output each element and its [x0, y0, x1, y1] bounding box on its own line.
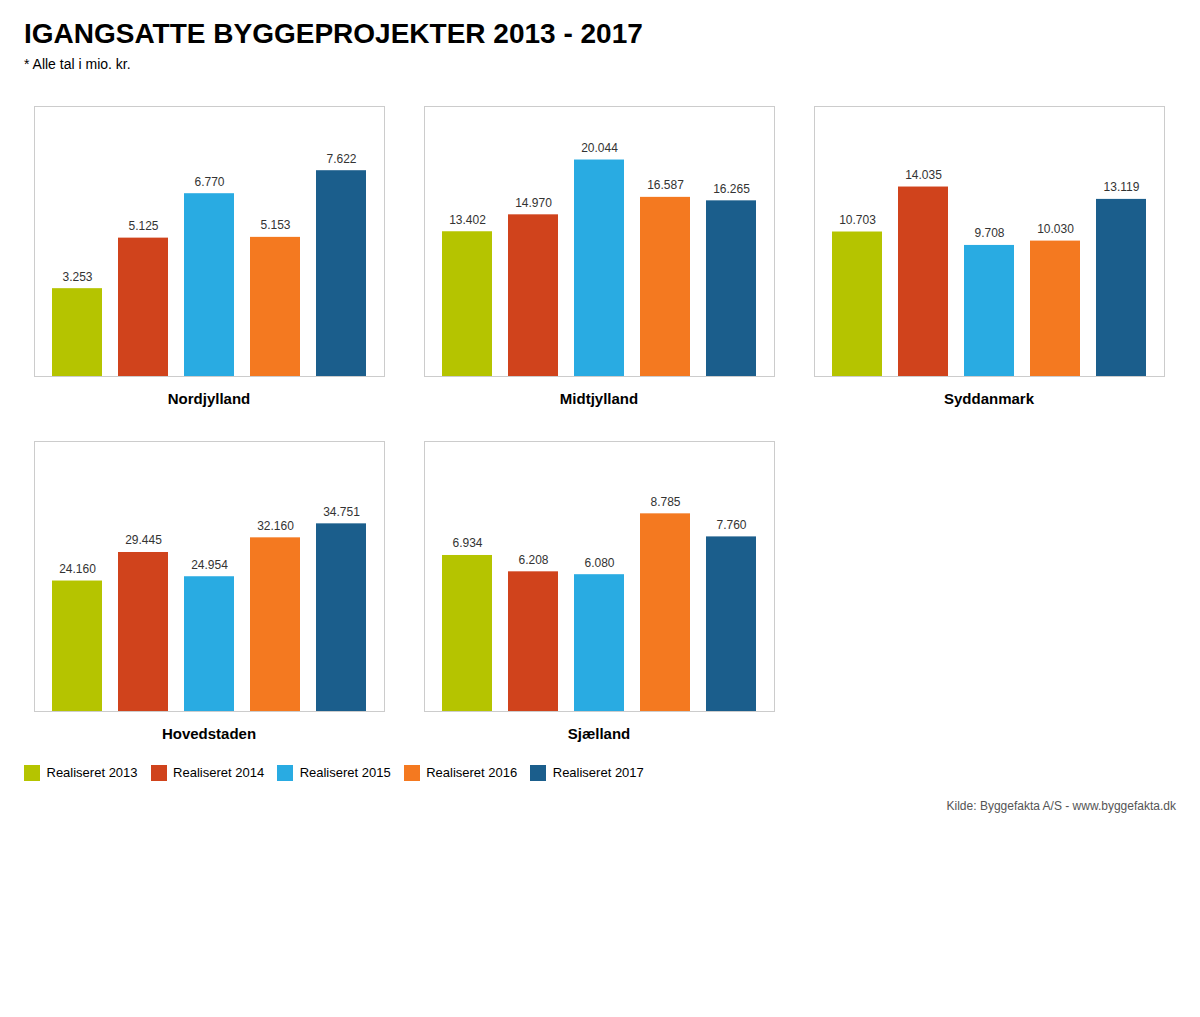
html-text:Kilde: Byggefakta A/S - www.by: Kilde: Byggefakta A/S - www.byggefakta.d…: [946, 799, 1176, 813]
svg-text:5.125: 5.125: [128, 219, 158, 233]
svg-text:7.760: 7.760: [716, 518, 746, 532]
svg-text:34.751: 34.751: [323, 505, 360, 519]
svg-text:6.770: 6.770: [194, 175, 224, 189]
html-text:Realiseret 2016: Realiseret 2016: [426, 765, 518, 780]
svg-text:5.153: 5.153: [260, 218, 290, 232]
svg-text:7.622: 7.622: [326, 152, 356, 166]
svg-text:20.044: 20.044: [581, 141, 618, 155]
svg-text:13.119: 13.119: [1104, 180, 1140, 194]
html-text:Realiseret 2015: Realiseret 2015: [299, 765, 391, 780]
svg-text:9.708: 9.708: [974, 226, 1004, 240]
svg-text:10.030: 10.030: [1037, 222, 1074, 236]
html-text:IGANGSATTE BYGGEPROJEKTER 2013: IGANGSATTE BYGGEPROJEKTER 2013 - 2017: [24, 18, 643, 49]
svg-text:16.587: 16.587: [647, 178, 684, 192]
html-text:Realiseret 2014: Realiseret 2014: [173, 765, 265, 780]
html-text:Hovedstaden: Hovedstaden: [161, 725, 257, 742]
svg-text:14.035: 14.035: [905, 168, 942, 182]
html-text:Sjælland: Sjælland: [567, 725, 631, 742]
html-text:Nordjylland: Nordjylland: [167, 390, 251, 407]
svg-text:6.080: 6.080: [584, 556, 614, 570]
svg-text:24.160: 24.160: [59, 562, 96, 576]
svg-text:14.970: 14.970: [515, 196, 552, 210]
svg-text:10.703: 10.703: [839, 213, 876, 227]
svg-text:3.253: 3.253: [62, 270, 92, 284]
svg-text:29.445: 29.445: [125, 533, 162, 547]
svg-text:16.265: 16.265: [713, 182, 750, 196]
html-text:Realiseret 2013: Realiseret 2013: [46, 765, 138, 780]
svg-text:6.934: 6.934: [452, 536, 482, 550]
html-text:Midtjylland: Midtjylland: [559, 390, 639, 407]
svg-text:8.785: 8.785: [650, 495, 680, 509]
svg-text:24.954: 24.954: [191, 558, 228, 572]
svg-text:13.402: 13.402: [449, 213, 486, 227]
svg-text:32.160: 32.160: [257, 519, 294, 533]
html-text:Syddanmark: Syddanmark: [944, 390, 1034, 407]
html-text:Realiseret 2017: Realiseret 2017: [552, 765, 644, 780]
svg-text:6.208: 6.208: [518, 553, 548, 567]
html-text:* Alle tal i mio. kr.: * Alle tal i mio. kr.: [24, 56, 131, 72]
